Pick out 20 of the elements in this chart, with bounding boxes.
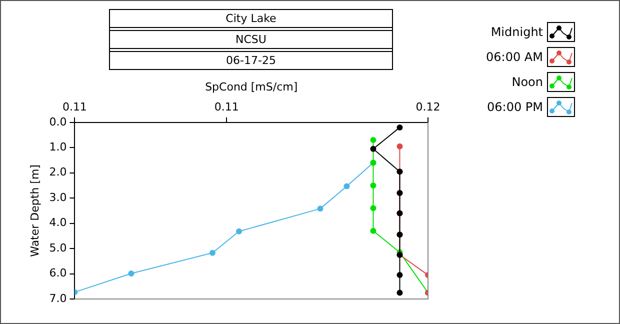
y-tick-label: 3.0	[49, 190, 67, 204]
x-axis-title: SpCond [mS/cm]	[205, 80, 298, 94]
y-tick-label: 7.0	[49, 292, 67, 305]
chart-title: City Lake	[110, 10, 392, 28]
legend-label: Noon	[510, 74, 544, 88]
x-tick-label: 0.11	[214, 100, 239, 114]
y-tick-label: 5.0	[49, 241, 67, 254]
y-tick-label: 2.0	[49, 166, 67, 179]
x-tick-label: 0.11	[62, 100, 87, 114]
y-axis-title: Water Depth [m]	[28, 164, 42, 257]
x-tick-label: 0.12	[416, 100, 440, 114]
y-tick-label: 1.0	[49, 140, 67, 154]
chart-subtitle: NCSU	[110, 30, 392, 49]
y-tick-label: 4.0	[49, 216, 67, 230]
y-tick-label: 0.0	[49, 115, 67, 128]
legend-label: 06:00 AM	[485, 50, 544, 64]
text: 06-17-25	[110, 51, 392, 70]
legend-label: Midnight	[490, 24, 544, 38]
legend-label: 06:00 PM	[486, 100, 544, 114]
y-tick-label: 6.0	[49, 266, 67, 280]
